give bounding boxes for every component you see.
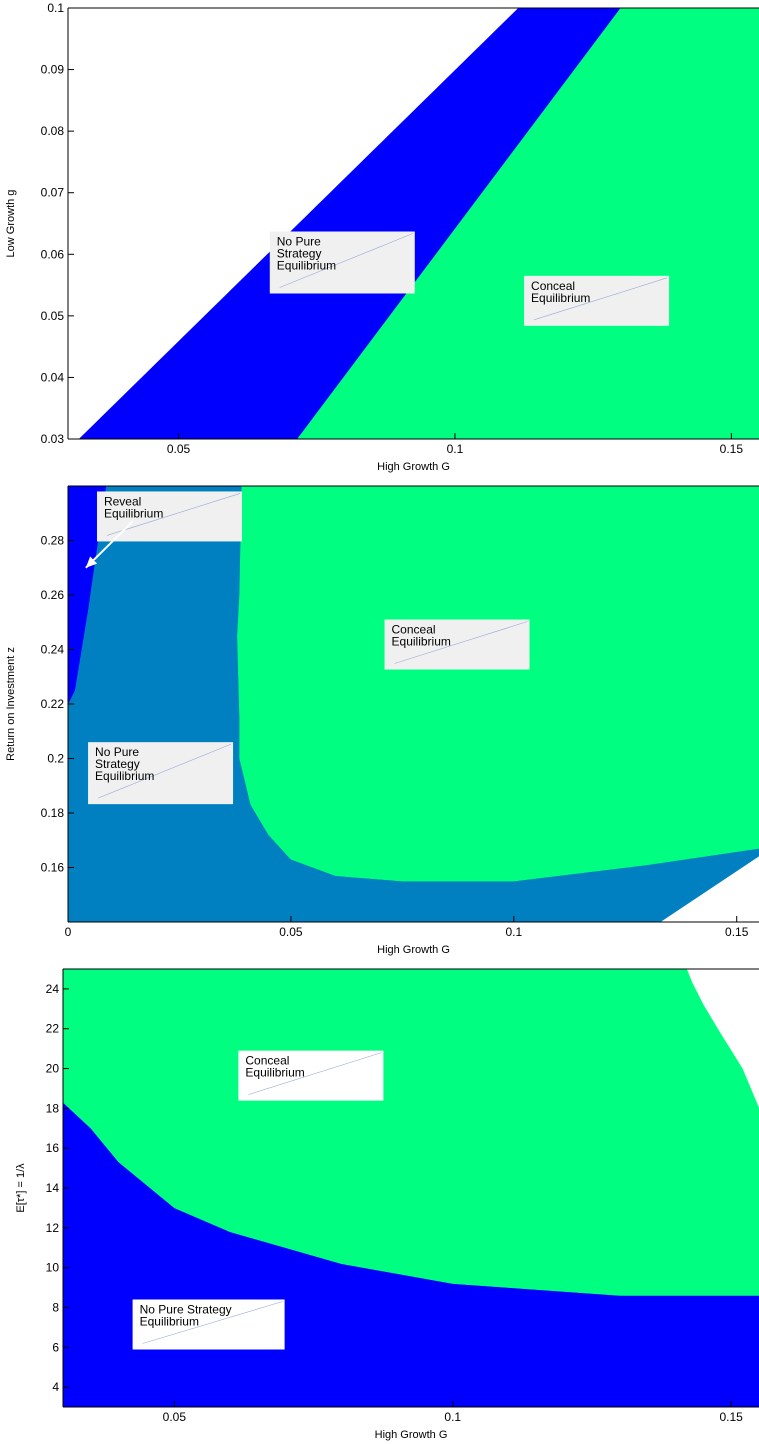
annotation-box: [384, 619, 530, 670]
y-tick-label: 0.22: [41, 697, 65, 711]
y-tick-label: 10: [46, 1261, 60, 1275]
y-tick-label: 0.09: [41, 63, 65, 77]
annotation-text: Conceal: [531, 279, 575, 293]
y-tick-label: 0.04: [41, 370, 65, 384]
annotation-text: Equilibrium: [95, 769, 154, 783]
y-tick-label: 20: [46, 1062, 60, 1076]
y-tick-label: 22: [46, 1022, 60, 1036]
annotation-leader-line: [106, 493, 241, 536]
x-tick-label: 0.15: [719, 1410, 743, 1424]
y-tick-label: 0.06: [41, 247, 65, 261]
x-tick-label: 0.15: [725, 925, 749, 939]
y-tick-label: 0.1: [47, 1, 64, 15]
region-conceal-equilibrium: [237, 486, 759, 882]
annotation-text: Equilibrium: [531, 291, 590, 305]
y-tick-label: 16: [46, 1141, 60, 1155]
y-tick-label: 0.03: [41, 432, 65, 446]
annotation-leader-line: [394, 621, 528, 664]
y-tick-label: 0.26: [41, 588, 65, 602]
y-tick-label: 0.28: [41, 534, 65, 548]
arrow-head: [85, 556, 98, 568]
y-tick-label: 0.05: [41, 309, 65, 323]
y-tick-label: 8: [52, 1300, 59, 1314]
x-tick-label: 0: [65, 925, 72, 939]
x-tick-label: 0.05: [279, 925, 303, 939]
annotation-text: Equilibrium: [392, 635, 451, 649]
annotation-text: Reveal: [104, 494, 141, 508]
annotation-leader-line: [97, 743, 232, 799]
x-axis-label: High Growth G: [377, 461, 450, 473]
y-tick-label: 24: [46, 982, 60, 996]
annotation-leader-line: [248, 1052, 382, 1095]
annotation-text: Conceal: [392, 623, 436, 637]
x-tick-label: 0.1: [505, 925, 522, 939]
annotation-text: No Pure Strategy: [140, 1302, 232, 1316]
y-axis-label: Return on Investment z: [5, 647, 17, 761]
annotation-text: Equilibrium: [104, 506, 163, 520]
y-tick-label: 0.2: [47, 752, 64, 766]
annotation-text: Strategy: [95, 757, 140, 771]
annotation-leader-line: [533, 277, 668, 321]
y-axis-label: Low Growth g: [5, 190, 17, 258]
regions: [68, 486, 759, 922]
y-tick-label: 0.08: [41, 124, 65, 138]
chart-panel-3: 0.05 0.1 0.15 4 6 8 10 12 14 16 18 20 22 24 High Growt…: [15, 968, 759, 1441]
regions: [78, 8, 759, 439]
y-tick-label: 0.18: [41, 806, 65, 820]
y-tick-label: 0.24: [41, 643, 65, 657]
annotation-leader-line: [142, 1301, 283, 1344]
y-tick-label: 4: [52, 1380, 59, 1394]
x-tick-label: 0.15: [720, 442, 744, 456]
y-tick-label: 6: [52, 1340, 59, 1354]
annotation-box: [88, 742, 234, 805]
x-tick-label: 0.1: [444, 1410, 461, 1424]
x-tick-label: 0.1: [447, 442, 464, 456]
y-tick-label: 0.16: [41, 861, 65, 875]
annotation-text: Equilibrium: [140, 1314, 199, 1328]
annotation-text: Conceal: [245, 1054, 289, 1068]
annotation-text: No Pure: [95, 745, 139, 759]
annotation-box: [524, 275, 670, 326]
y-axis-label: E[τ*] = 1/λ: [15, 1163, 27, 1213]
region-conceal-equilibrium: [63, 969, 759, 1296]
y-tick-label: 0.07: [41, 186, 65, 200]
x-tick-label: 0.05: [163, 1410, 187, 1424]
annotation-text: Equilibrium: [245, 1066, 304, 1080]
region-no-pure-strategy-equilibrium: [78, 8, 622, 439]
annotation-box: [269, 231, 415, 294]
annotation-box: [132, 1299, 285, 1350]
annotation-text: Equilibrium: [277, 259, 336, 273]
annotation-text: Strategy: [277, 247, 322, 261]
y-tick-label: 14: [46, 1181, 60, 1195]
chart-panel-2: 0 0.05 0.1 0.15 0.16 0.18 0.2 0.22 0.24 0.26 0.28 H…: [5, 485, 759, 956]
x-axis-label: High Growth G: [377, 944, 450, 956]
y-tick-label: 12: [46, 1221, 60, 1235]
chart-panel-1: 0.05 0.1 0.15 0.03 0.04 0.05 0.06 0.07 0.08 0.09 0…: [5, 1, 759, 473]
annotation-leader-line: [279, 233, 413, 288]
x-axis-label: High Growth G: [375, 1429, 448, 1441]
x-tick-label: 0.05: [167, 442, 191, 456]
annotation-box: [238, 1050, 384, 1101]
region-blank: [660, 856, 759, 922]
annotation-text: No Pure: [277, 235, 321, 249]
region-conceal-equilibrium: [297, 8, 759, 439]
y-tick-label: 18: [46, 1101, 60, 1115]
